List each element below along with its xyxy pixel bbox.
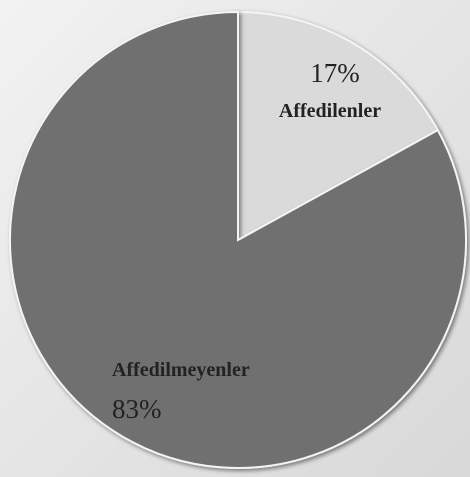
value-label: 17% [310, 58, 360, 88]
category-label: Affedilmeyenler [112, 359, 250, 381]
pie-slice [9, 10, 467, 469]
pie-slice [237, 10, 440, 242]
pie [9, 10, 467, 469]
value-label: 83% [112, 394, 162, 424]
category-label: Affedilenler [279, 100, 381, 122]
labels: 17% Affedilenler 83% Affedilmeyenler [112, 58, 381, 424]
